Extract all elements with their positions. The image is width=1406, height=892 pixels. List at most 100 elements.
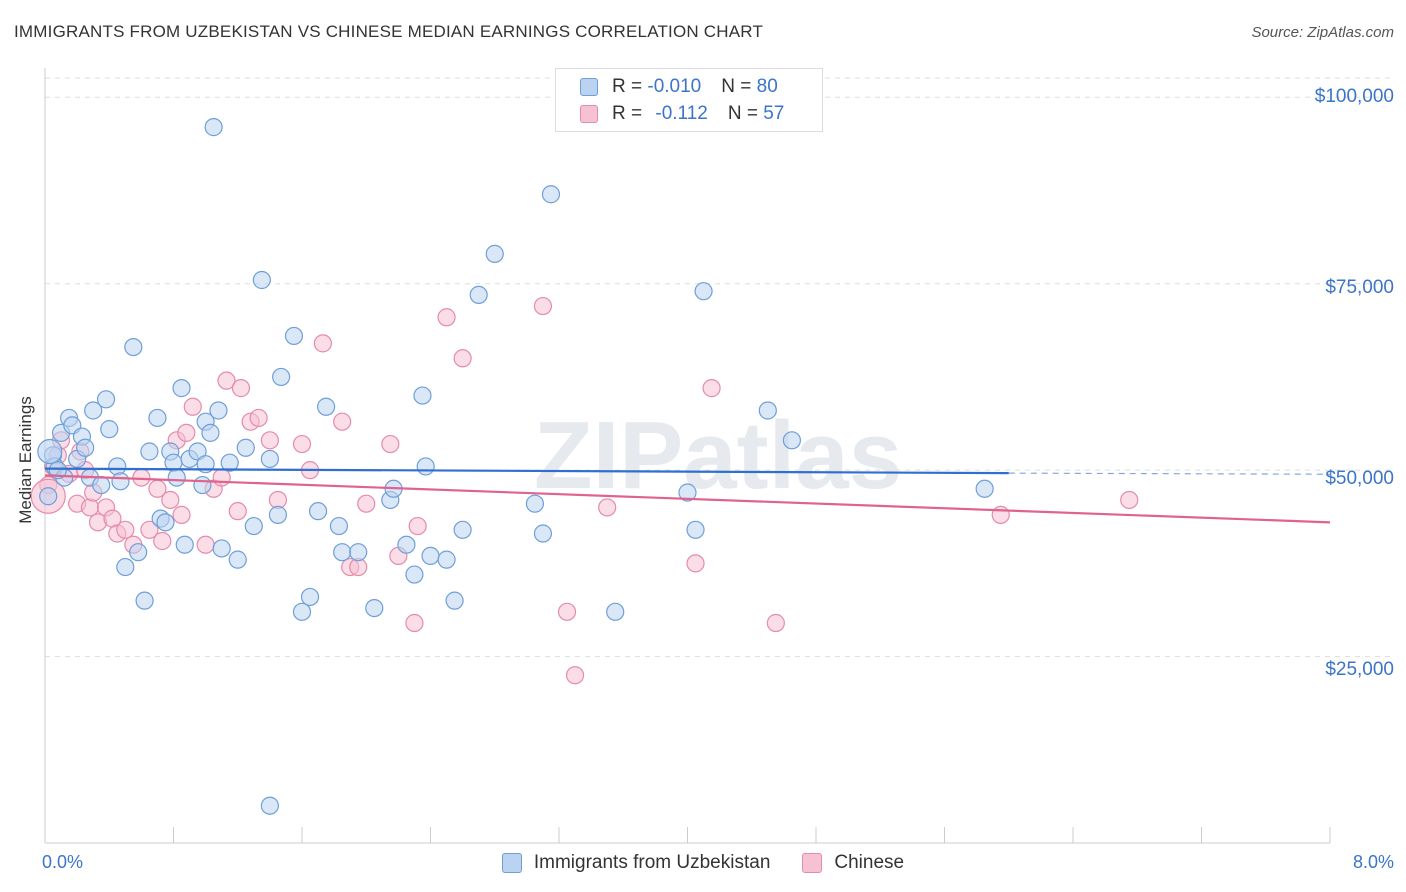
chinese-point-44 — [408, 516, 427, 536]
uzbekistan-point-34 — [204, 118, 223, 137]
legend-swatch-blue — [501, 853, 522, 873]
y-tick-label-25000: $25,000 — [1325, 659, 1394, 680]
uzbekistan-point-13 — [96, 390, 116, 409]
uzbekistan-point-43 — [268, 505, 288, 524]
chart-title: IMMIGRANTS FROM UZBEKISTAN VS CHINESE ME… — [14, 22, 764, 41]
uzbekistan-point-49 — [316, 397, 336, 416]
uzbekistan-point-59 — [416, 457, 435, 476]
chinese-point-45 — [437, 308, 456, 327]
uzbekistan-point-21 — [148, 408, 167, 428]
uzbekistan-point-74 — [782, 431, 802, 450]
chinese-point-43 — [405, 613, 424, 633]
n-value: 57 — [763, 103, 785, 124]
x-tick-label-min: 0.0% — [42, 852, 84, 872]
uzbekistan-point-68 — [541, 185, 561, 204]
uzbekistan-point-60 — [421, 546, 440, 566]
uzbekistan-trend-extension — [1008, 472, 1331, 475]
legend-swatch-pink — [580, 105, 598, 123]
uzbekistan-point-77 — [48, 461, 67, 480]
uzbekistan-point-35 — [209, 401, 228, 420]
r-value: -0.112 — [655, 103, 708, 124]
chinese-point-19 — [161, 490, 180, 510]
chinese-point-26 — [212, 468, 231, 487]
chinese-trend-line — [44, 474, 1331, 524]
uzbekistan-point-31 — [193, 475, 212, 495]
uzbekistan-point-71 — [686, 520, 705, 539]
chinese-point-32 — [260, 431, 279, 450]
uzbekistan-point-38 — [228, 550, 247, 569]
uzbekistan-point-37 — [220, 453, 239, 472]
uzbekistan-point-41 — [252, 270, 271, 290]
uzbekistan-point-67 — [533, 524, 553, 543]
uzbekistan-point-16 — [116, 557, 135, 577]
uzbekistan-cluster-point — [37, 438, 63, 465]
uzbekistan-point-72 — [694, 282, 713, 301]
uzbekistan-point-20 — [140, 442, 159, 461]
chinese-point-54 — [991, 505, 1010, 524]
y-tick-label-50000: $50,000 — [1325, 468, 1394, 489]
uzbekistan-point-76 — [260, 796, 279, 815]
uzbekistan-point-56 — [397, 535, 416, 554]
chinese-point-16 — [140, 520, 159, 539]
uzbekistan-point-78 — [100, 420, 119, 439]
uzbekistan-point-44 — [272, 367, 291, 387]
chinese-point-7 — [80, 498, 100, 517]
uzbekistan-point-12 — [92, 475, 111, 495]
uzbekistan-point-33 — [201, 423, 220, 442]
legend-label-chinese: Chinese — [834, 852, 905, 873]
uzbekistan-point-62 — [445, 591, 464, 610]
uzbekistan-point-23 — [156, 513, 175, 532]
legend-swatch-blue — [580, 78, 598, 96]
uzbekistan-point-63 — [453, 520, 472, 539]
uzbekistan-point-51 — [333, 543, 352, 562]
chinese-point-51 — [686, 554, 705, 573]
chinese-point-40 — [357, 494, 376, 513]
r-label: R = — [612, 103, 648, 124]
uzbekistan-point-65 — [485, 244, 504, 263]
y-tick-label-75000: $75,000 — [1325, 277, 1394, 298]
legend-item-chinese: Chinese — [802, 852, 904, 874]
series-legend: Immigrants from Uzbekistan Chinese — [0, 852, 1406, 874]
uzbekistan-point-36 — [212, 539, 231, 558]
uzbekistan-trend-line — [44, 467, 1009, 475]
n-label: N = — [721, 76, 757, 97]
r-label: R = — [612, 76, 648, 97]
chinese-point-47 — [533, 296, 553, 316]
stats-legend: R = -0.010 N = 80 R = -0.112 N = 57 — [555, 68, 823, 132]
uzbekistan-point-0 — [39, 487, 58, 506]
chinese-point-48 — [557, 602, 577, 621]
chinese-point-50 — [598, 498, 617, 517]
uzbekistan-point-58 — [413, 386, 432, 405]
uzbekistan-point-75 — [975, 479, 994, 498]
chinese-point-29 — [231, 379, 251, 398]
chinese-point-49 — [565, 666, 585, 685]
uzbekistan-point-57 — [405, 565, 424, 584]
uzbekistan-point-40 — [244, 516, 263, 536]
uzbekistan-point-73 — [758, 401, 777, 420]
uzbekistan-point-9 — [76, 438, 95, 457]
chinese-point-22 — [177, 423, 196, 442]
uzbekistan-point-27 — [172, 379, 191, 398]
uzbekistan-point-61 — [437, 550, 456, 569]
chinese-point-34 — [292, 434, 312, 454]
y-axis-label: Median Earnings — [16, 396, 35, 524]
uzbekistan-point-70 — [678, 483, 697, 502]
y-tick-label-100000: $100,000 — [1314, 86, 1394, 107]
legend-item-uzbekistan: Immigrants from Uzbekistan — [501, 852, 771, 874]
chinese-point-13 — [116, 520, 135, 539]
chinese-point-24 — [196, 535, 215, 554]
uzbekistan-point-26 — [167, 468, 186, 487]
uzbekistan-point-69 — [606, 602, 625, 621]
chinese-point-37 — [333, 412, 352, 431]
uzbekistan-point-19 — [135, 591, 154, 610]
trend-lines — [44, 467, 1331, 524]
uzbekistan-point-48 — [308, 502, 328, 521]
uzbekistan-point-53 — [365, 598, 384, 618]
chinese-point-55 — [1120, 490, 1139, 510]
uzbekistan-point-46 — [292, 602, 312, 621]
uzbekistan-point-14 — [108, 457, 127, 476]
uzbekistan-point-42 — [260, 449, 279, 469]
legend-label-uzbekistan: Immigrants from Uzbekistan — [533, 852, 771, 873]
uzbekistan-point-64 — [469, 285, 488, 304]
